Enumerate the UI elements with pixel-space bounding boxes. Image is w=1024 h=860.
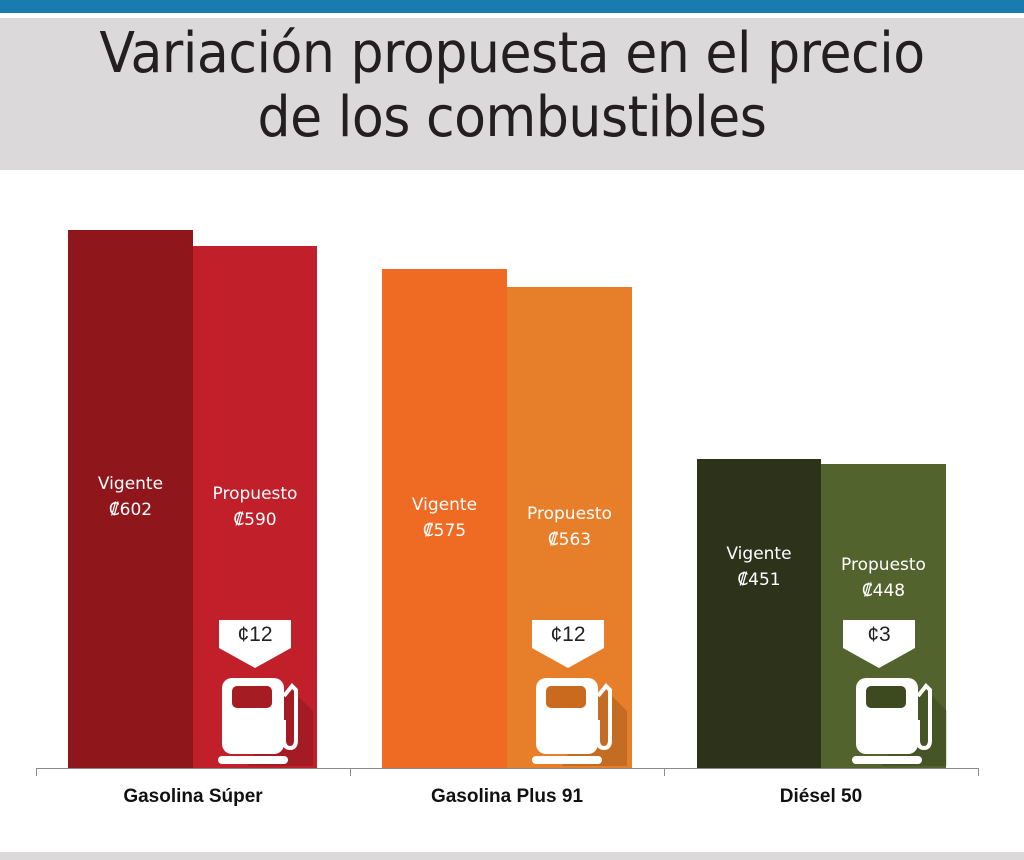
price-value: ₡602	[108, 500, 153, 520]
difference-value: ¢12	[237, 623, 273, 646]
series-label: Vigente	[97, 474, 164, 494]
difference-value: ¢3	[867, 623, 891, 646]
category-label-super: Gasolina Súper	[123, 786, 263, 807]
bar-label: Vigente ₡451	[697, 541, 821, 593]
series-label: Vigente	[726, 544, 792, 564]
price-value: ₡590	[233, 510, 277, 530]
axis-tick	[350, 768, 351, 776]
difference-badge: ¢12	[532, 620, 604, 668]
series-label: Propuesto	[841, 555, 926, 575]
fuel-pump-icon	[218, 678, 313, 766]
bar-label: Vigente ₡575	[382, 492, 507, 544]
page-title: Variación propuesta en el precio de los …	[36, 22, 988, 150]
bar-label: Propuesto ₡590	[193, 481, 317, 533]
category-label-plus: Gasolina Plus 91	[430, 786, 584, 807]
top-accent-bar	[0, 0, 1024, 13]
axis-tick	[36, 768, 37, 776]
bottom-band	[0, 852, 1024, 860]
series-label: Propuesto	[212, 484, 298, 504]
bar-plus-vigente: Vigente ₡575	[382, 269, 507, 768]
bar-label: Propuesto ₡563	[507, 501, 632, 553]
difference-badge: ¢12	[219, 620, 291, 668]
axis-tick	[978, 768, 979, 776]
title-band	[0, 18, 1024, 170]
bar-label: Vigente ₡602	[68, 471, 193, 523]
price-value: ₡451	[737, 570, 781, 590]
difference-badge: ¢3	[843, 620, 915, 668]
down-arrow-badge-icon	[843, 620, 915, 668]
fuel-pump-icon	[532, 678, 627, 766]
price-value: ₡575	[422, 521, 467, 541]
category-label-diesel: Diésel 50	[779, 786, 863, 807]
price-value: ₡563	[547, 530, 592, 550]
x-axis	[36, 768, 978, 769]
series-label: Propuesto	[527, 504, 612, 524]
bar-diesel-vigente: Vigente ₡451	[697, 459, 821, 768]
title-line-2: de los combustibles	[257, 85, 767, 150]
down-arrow-badge-icon	[219, 620, 291, 668]
fuel-pump-icon	[852, 678, 947, 766]
series-label: Vigente	[411, 495, 478, 515]
bar-super-vigente: Vigente ₡602	[68, 230, 193, 768]
title-line-1: Variación propuesta en el precio	[99, 21, 925, 86]
bar-label: Propuesto ₡448	[821, 552, 946, 604]
difference-value: ¢12	[550, 623, 586, 646]
axis-tick	[664, 768, 665, 776]
price-value: ₡448	[861, 581, 906, 601]
down-arrow-badge-icon	[532, 620, 604, 668]
